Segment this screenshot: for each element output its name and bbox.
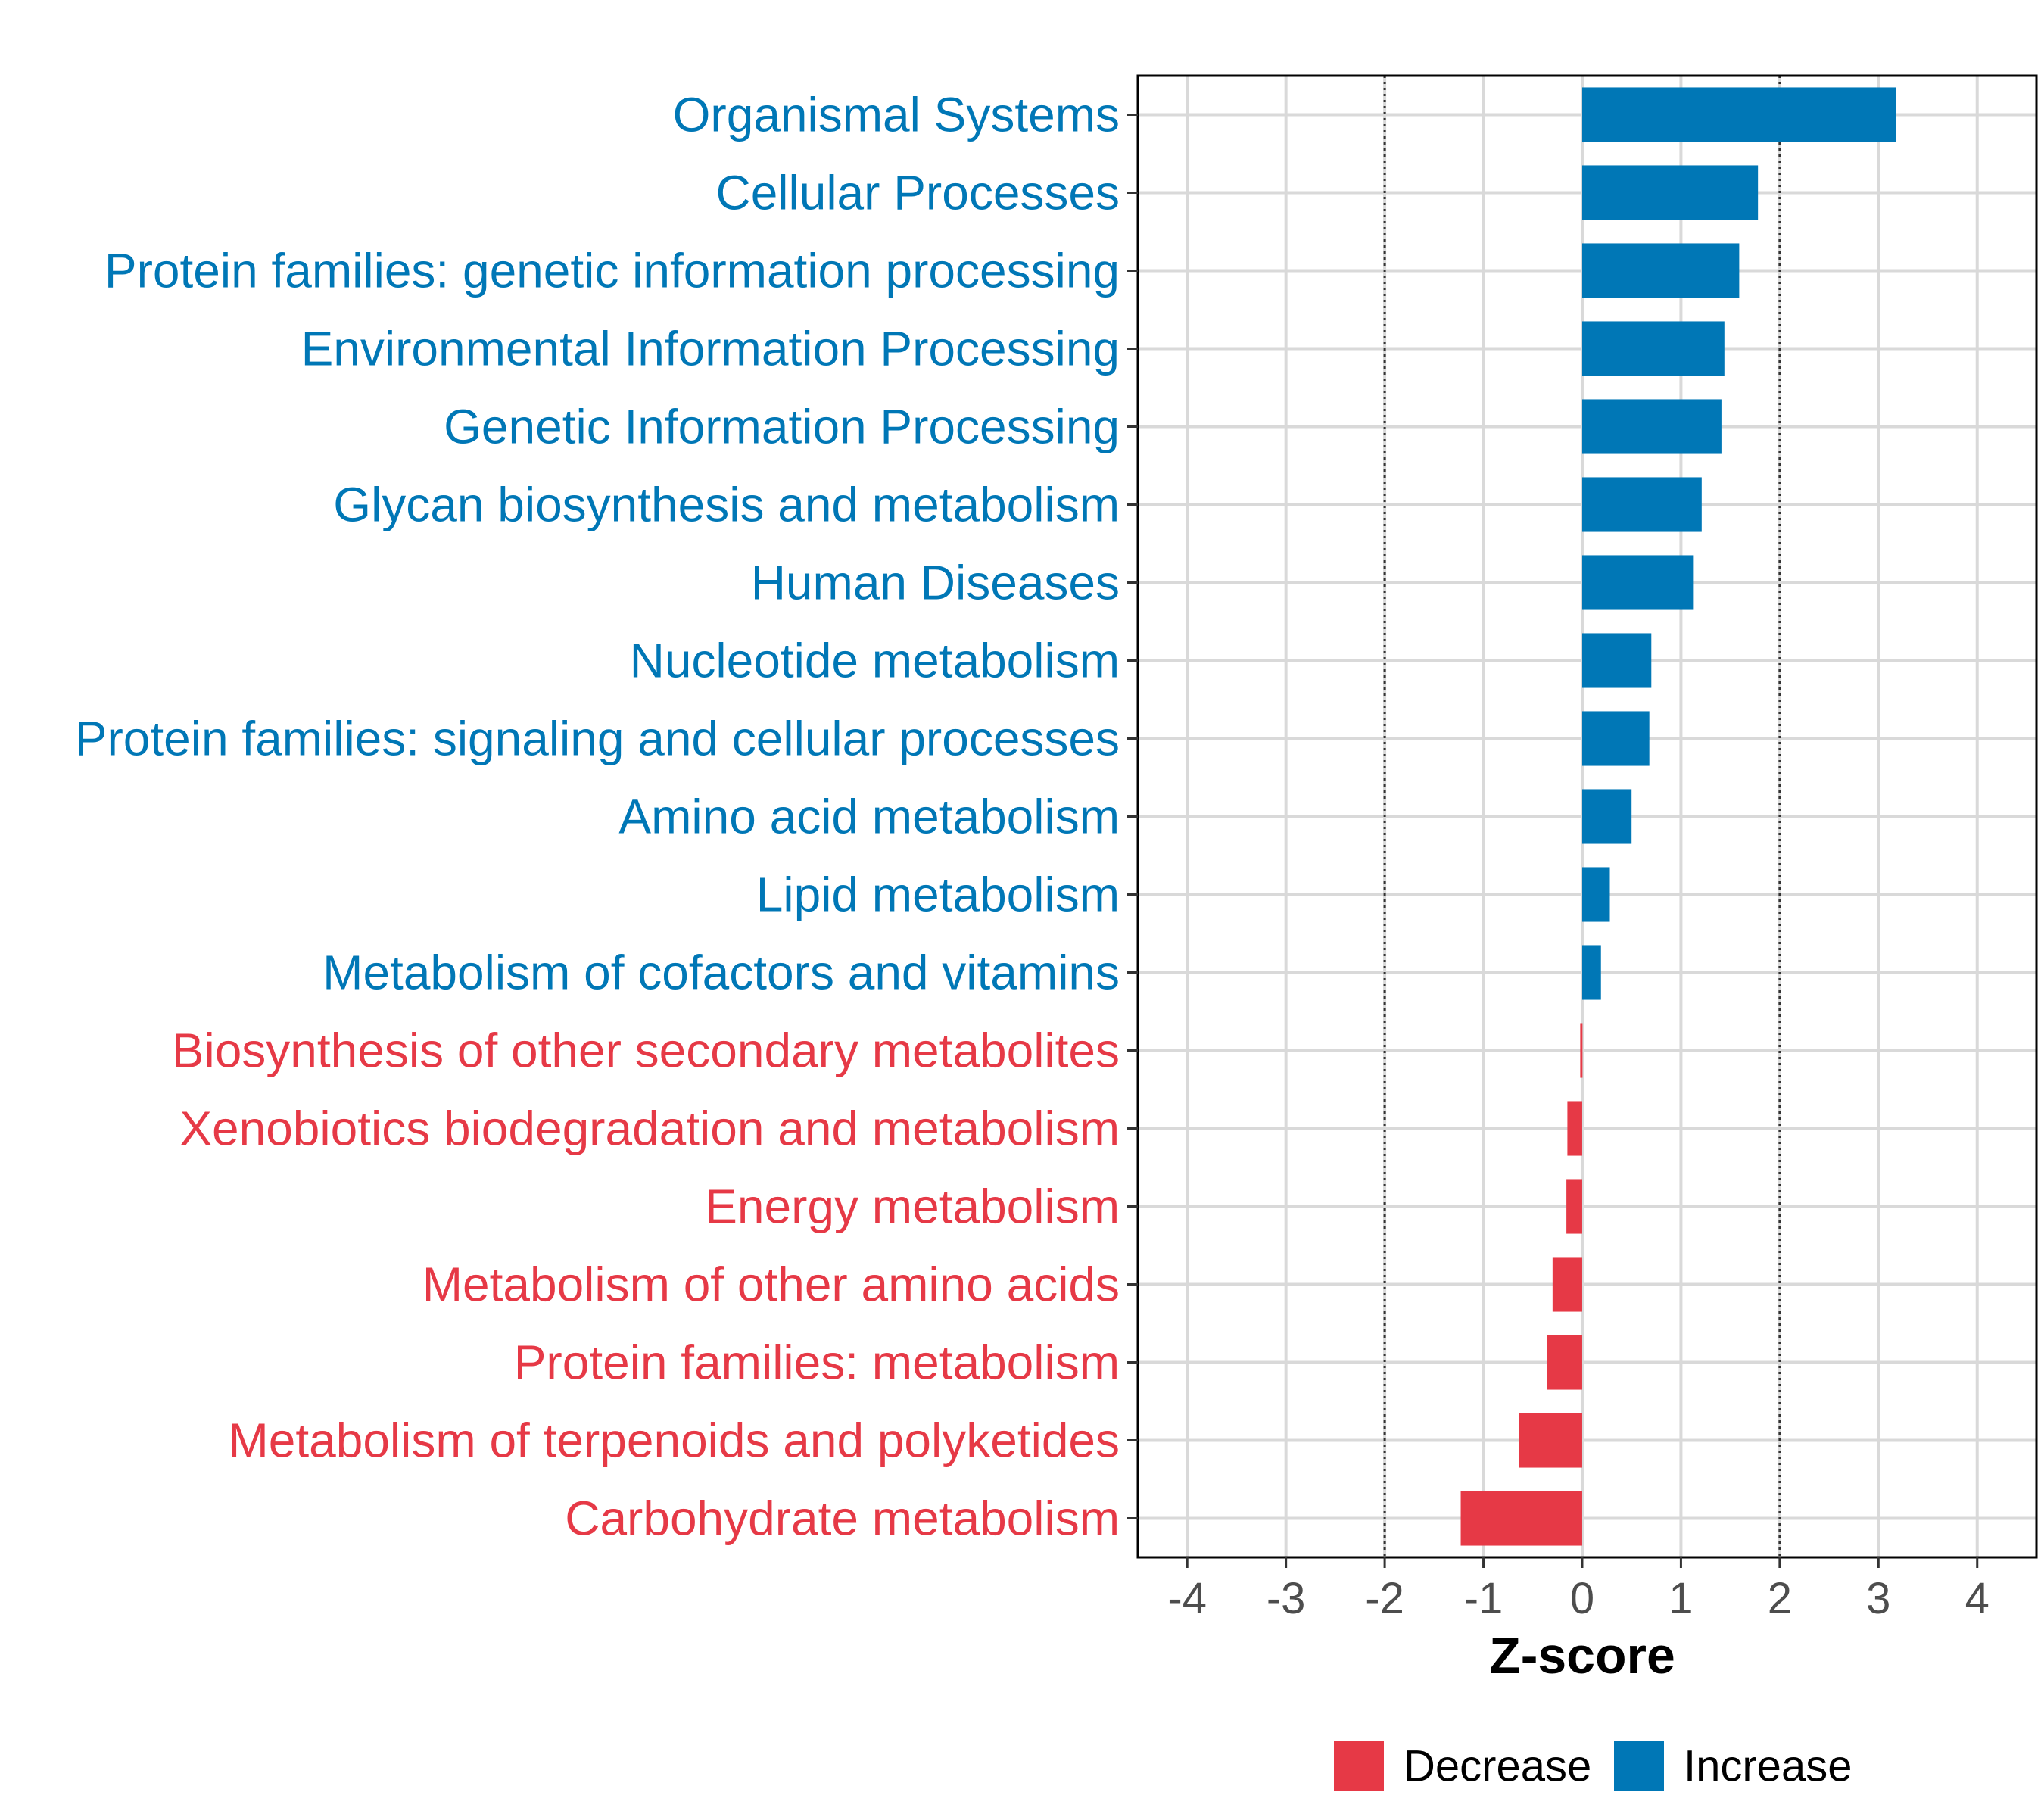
y-tick-label: Metabolism of terpenoids and polyketides [228, 1413, 1120, 1468]
y-tick-label: Carbohydrate metabolism [565, 1491, 1120, 1546]
y-tick-label: Amino acid metabolism [618, 790, 1120, 844]
x-tick-label: 4 [1965, 1574, 1989, 1623]
bar [1519, 1413, 1582, 1468]
y-tick-label: Energy metabolism [705, 1180, 1120, 1234]
x-tick-label: -4 [1167, 1574, 1207, 1623]
legend-swatch-decrease [1334, 1741, 1384, 1791]
bar [1581, 87, 1896, 142]
y-axis-labels: Organismal Systems Cellular Processes Prot… [75, 88, 1120, 1546]
x-tick-label: 1 [1669, 1574, 1693, 1623]
bar [1567, 1101, 1582, 1156]
legend-label-decrease: Decrease [1404, 1742, 1591, 1791]
legend-swatch-increase [1614, 1741, 1664, 1791]
bar [1581, 243, 1740, 298]
bar [1581, 867, 1610, 922]
x-tick-label: -3 [1267, 1574, 1306, 1623]
bar [1552, 1257, 1582, 1312]
x-axis-title: Z-score [1489, 1627, 1675, 1685]
x-tick-label: 0 [1570, 1574, 1594, 1623]
y-tick-label: Protein families: genetic information pr… [104, 244, 1120, 298]
x-axis-labels: -4 -3 -2 -1 0 1 2 3 4 [1167, 1574, 1989, 1623]
y-tick-label: Metabolism of other amino acids [422, 1258, 1120, 1312]
x-tick-label: -2 [1365, 1574, 1404, 1623]
y-tick-label: Genetic Information Processing [444, 400, 1120, 454]
bar [1460, 1491, 1582, 1546]
bar [1581, 711, 1650, 766]
y-tick-label: Nucleotide metabolism [630, 634, 1120, 688]
y-tick-label: Biosynthesis of other secondary metaboli… [172, 1024, 1120, 1078]
legend-label-increase: Increase [1684, 1742, 1852, 1791]
bar [1581, 789, 1632, 844]
bar [1547, 1335, 1582, 1390]
x-axis-ticks [1186, 1557, 1979, 1568]
y-tick-label: Metabolism of cofactors and vitamins [322, 946, 1120, 1000]
x-tick-label: 2 [1768, 1574, 1792, 1623]
bar [1581, 321, 1725, 376]
bar [1566, 1179, 1582, 1234]
bar [1581, 555, 1694, 610]
reference-lines [1383, 76, 1781, 1557]
bar [1581, 165, 1759, 220]
x-tick-label: -1 [1464, 1574, 1503, 1623]
bar [1580, 1023, 1583, 1078]
x-tick-label: 3 [1866, 1574, 1890, 1623]
y-tick-label: Glycan biosynthesis and metabolism [333, 478, 1120, 532]
bar [1581, 945, 1601, 1000]
bar [1581, 399, 1722, 454]
legend: Decrease Increase [1334, 1741, 1852, 1791]
y-tick-label: Organismal Systems [673, 88, 1120, 142]
y-axis-ticks [1127, 114, 1138, 1519]
y-tick-label: Xenobiotics biodegradation and metabolis… [179, 1102, 1120, 1156]
y-tick-label: Human Diseases [751, 556, 1120, 610]
bar [1581, 633, 1652, 688]
y-tick-label: Lipid metabolism [756, 868, 1120, 922]
y-tick-label: Protein families: signaling and cellular… [75, 712, 1120, 766]
bars [1460, 87, 1896, 1546]
y-tick-label: Cellular Processes [715, 166, 1120, 220]
y-tick-label: Protein families: metabolism [514, 1335, 1120, 1390]
bar [1581, 477, 1702, 532]
y-tick-label: Environmental Information Processing [301, 322, 1120, 376]
